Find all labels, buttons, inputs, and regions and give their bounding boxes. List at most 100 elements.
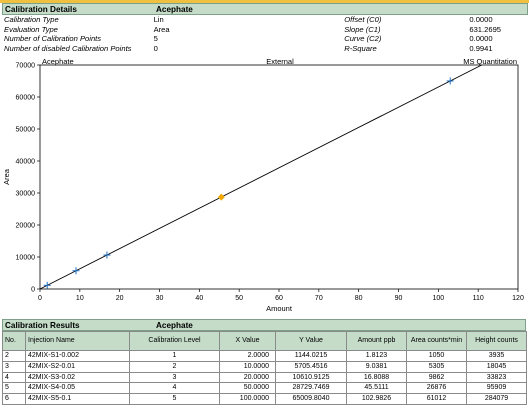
detail-label: Slope (C1) bbox=[344, 24, 381, 34]
x-tick-label: 20 bbox=[116, 295, 124, 302]
x-axis: 0 10 20 30 40 50 60 70 80 90 100 110 120 bbox=[38, 289, 524, 302]
y-tick-label: 10000 bbox=[16, 255, 36, 262]
table-cell: 50.0000 bbox=[219, 382, 276, 395]
x-axis-label: Amount bbox=[266, 304, 293, 313]
data-point-cross bbox=[72, 267, 80, 275]
detail-value: Lin bbox=[153, 15, 164, 25]
detail-value: 0.0000 bbox=[469, 15, 493, 25]
detail-row: Calibration Type Lin Offset (C0) 0.0000 bbox=[2, 15, 528, 25]
column-header: No. bbox=[2, 331, 26, 351]
table-cell: 33823 bbox=[466, 371, 527, 384]
data-point-diamond bbox=[217, 193, 225, 201]
data-point-cross bbox=[446, 77, 454, 85]
plot-area bbox=[39, 64, 519, 290]
detail-label: Evaluation Type bbox=[4, 24, 58, 34]
detail-label: Curve (C2) bbox=[344, 34, 382, 44]
column-header: Calibration Level bbox=[129, 331, 220, 351]
table-cell: 95909 bbox=[466, 382, 527, 395]
compound-name: Acephate bbox=[156, 320, 193, 330]
table-cell: 28729.7469 bbox=[275, 382, 347, 395]
table-cell: 3 bbox=[2, 360, 26, 373]
column-header: Y Value bbox=[275, 331, 347, 351]
detail-row: Evaluation Type Area Slope (C1) 631.2695 bbox=[2, 25, 528, 35]
table-cell: 5 bbox=[129, 393, 220, 405]
section-title: Calibration Details bbox=[5, 4, 77, 14]
calibration-chart: 0 10000 20000 30000 40000 50000 60000 70000 0 10… bbox=[2, 57, 524, 313]
table-cell: 1144.0215 bbox=[275, 350, 347, 362]
table-cell: 42MIX-S4-0.05 bbox=[25, 382, 130, 395]
detail-label: Calibration Type bbox=[4, 15, 59, 25]
column-header: Height counts bbox=[466, 331, 527, 351]
detail-value: 0.9941 bbox=[469, 44, 493, 54]
results-table: No. Injection Name Calibration Level X V… bbox=[2, 331, 527, 405]
chart-label-compound: Acephate bbox=[42, 57, 74, 66]
calibration-results-panel: Calibration Results Acephate No. Injecti… bbox=[2, 319, 527, 405]
x-tick-label: 90 bbox=[395, 295, 403, 302]
x-tick-label: 70 bbox=[315, 295, 323, 302]
column-header: Area counts*min bbox=[406, 331, 467, 351]
detail-value: 5 bbox=[153, 34, 158, 44]
table-cell: 1 bbox=[129, 350, 220, 362]
top-accent-bar bbox=[0, 0, 529, 3]
table-cell: 65009.8040 bbox=[275, 393, 347, 405]
table-cell: 5 bbox=[2, 382, 26, 395]
chart-label-method: External bbox=[266, 57, 294, 66]
table-row[interactable]: 2 42MIX-S1-0.002 1 2.0000 1144.0215 1.8123 105… bbox=[2, 350, 527, 362]
detail-label: Number of disabled Calibration Points bbox=[4, 44, 132, 54]
table-cell: 102.9826 bbox=[346, 393, 407, 405]
x-tick-label: 60 bbox=[275, 295, 283, 302]
x-tick-label: 110 bbox=[473, 295, 484, 302]
table-cell: 45.5111 bbox=[346, 382, 407, 395]
table-cell: 1050 bbox=[406, 350, 467, 362]
table-cell: 1.8123 bbox=[346, 350, 407, 362]
calibration-details-panel: Calibration Details Acephate Calibration… bbox=[2, 3, 528, 53]
y-axis: 0 10000 20000 30000 40000 50000 60000 70000 bbox=[16, 63, 40, 294]
table-row[interactable]: 4 42MIX-S3-0.02 3 20.0000 10610.9125 16.8088 9… bbox=[2, 371, 527, 384]
detail-row: Number of disabled Calibration Points 0 … bbox=[2, 44, 528, 54]
table-cell: 284079 bbox=[466, 393, 527, 405]
table-cell: 4 bbox=[129, 382, 220, 395]
column-header: Injection Name bbox=[25, 331, 130, 351]
table-cell: 2 bbox=[2, 350, 26, 362]
table-cell: 5705.4516 bbox=[275, 360, 347, 373]
column-header: Amount ppb bbox=[346, 331, 407, 351]
y-tick-label: 60000 bbox=[16, 95, 36, 102]
y-tick-label: 30000 bbox=[16, 191, 36, 198]
data-point-cross bbox=[43, 281, 51, 289]
section-title: Calibration Results bbox=[5, 320, 80, 330]
y-tick-label: 70000 bbox=[16, 63, 36, 70]
table-cell: 4 bbox=[2, 371, 26, 384]
detail-value: 631.2695 bbox=[469, 24, 502, 34]
x-tick-label: 120 bbox=[512, 295, 524, 302]
table-cell: 9.0381 bbox=[346, 360, 407, 373]
table-cell: 61012 bbox=[406, 393, 467, 405]
table-row[interactable]: 5 42MIX-S4-0.05 4 50.0000 28729.7469 45.5111 2… bbox=[2, 382, 527, 395]
x-tick-label: 80 bbox=[355, 295, 363, 302]
table-cell: 20.0000 bbox=[219, 371, 276, 384]
table-row[interactable]: 6 42MIX-S5-0.1 5 100.0000 65009.8040 102.9826… bbox=[2, 393, 527, 405]
table-cell: 5305 bbox=[406, 360, 467, 373]
column-header: X Value bbox=[219, 331, 276, 351]
x-tick-label: 100 bbox=[432, 295, 444, 302]
table-cell: 26876 bbox=[406, 382, 467, 395]
y-tick-label: 50000 bbox=[16, 127, 36, 134]
y-tick-label: 0 bbox=[31, 287, 35, 294]
detail-label: R-Square bbox=[344, 44, 377, 54]
detail-label: Offset (C0) bbox=[344, 15, 382, 25]
x-tick-label: 30 bbox=[156, 295, 164, 302]
x-tick-label: 10 bbox=[76, 295, 84, 302]
calibration-results-header: Calibration Results Acephate bbox=[2, 319, 526, 331]
table-cell: 42MIX-S3-0.02 bbox=[25, 371, 130, 384]
x-tick-label: 0 bbox=[38, 295, 42, 302]
detail-value: 0.0000 bbox=[469, 34, 493, 44]
y-tick-label: 20000 bbox=[16, 223, 36, 230]
x-tick-label: 40 bbox=[195, 295, 203, 302]
compound-name: Acephate bbox=[156, 4, 193, 14]
table-cell: 18045 bbox=[466, 360, 527, 373]
table-cell: 2.0000 bbox=[219, 350, 276, 362]
detail-row: Number of Calibration Points 5 Curve (C2… bbox=[2, 34, 528, 44]
table-row[interactable]: 3 42MIX-S2-0.01 2 10.0000 5705.4516 9.0381 530… bbox=[2, 360, 527, 373]
table-cell: 3 bbox=[129, 371, 220, 384]
detail-value: 0 bbox=[153, 44, 158, 54]
x-tick-label: 50 bbox=[235, 295, 243, 302]
